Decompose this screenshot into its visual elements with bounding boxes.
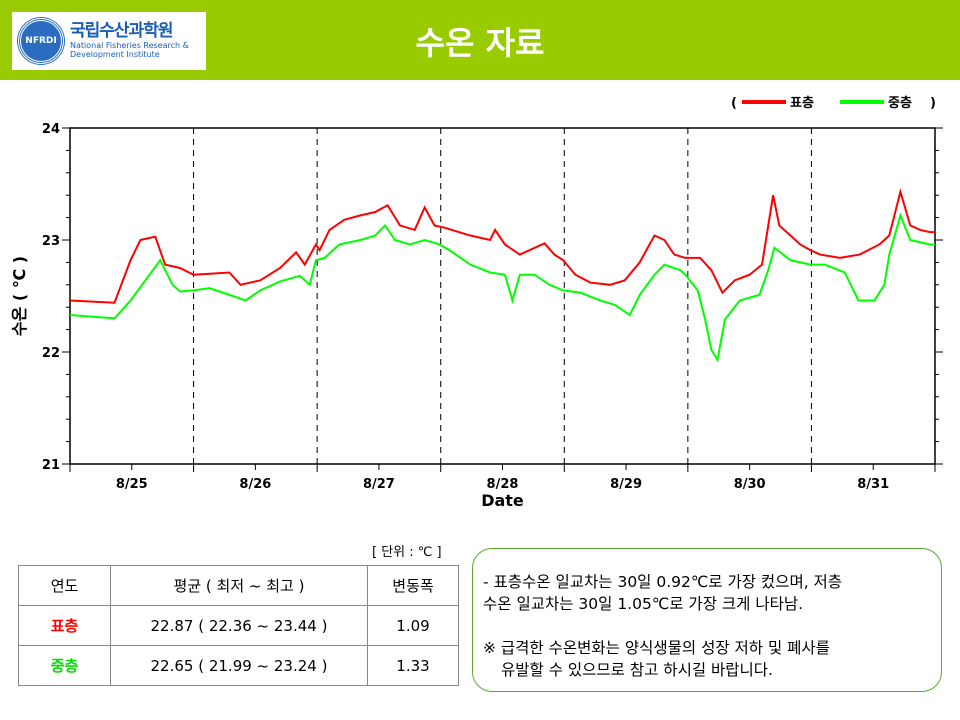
logo-korean: 국립수산과학원 xyxy=(70,20,173,41)
logo-english-1: National Fisheries Research & xyxy=(70,40,189,50)
x-tick-label: 8/26 xyxy=(239,477,271,492)
note-box: - 표층수온 일교차는 30일 0.92℃로 가장 컸으며, 저층 수온 일교차… xyxy=(472,548,942,692)
note-line: ※ 급격한 수온변화는 양식생물의 성장 저하 및 폐사를 xyxy=(483,639,830,657)
series-line-surface xyxy=(69,188,935,304)
table-row: 표층 22.87 ( 22.36 ~ 23.44 ) 1.09 xyxy=(18,605,459,646)
legend-label-middle: 중층 xyxy=(888,95,912,111)
x-tick-label: 8/30 xyxy=(734,477,766,492)
row-label-middle: 중층 xyxy=(18,645,111,686)
header-average: 평균 ( 최저 ~ 최고 ) xyxy=(110,565,368,606)
row-value: 22.87 ( 22.36 ~ 23.44 ) xyxy=(110,605,368,646)
y-tick-label: 23 xyxy=(42,234,60,249)
legend-close: ) xyxy=(930,96,936,111)
unit-label: [ 단위 : ℃ ] xyxy=(372,545,442,560)
note-line: - 표층수온 일교차는 30일 0.92℃로 가장 컸으며, 저층 xyxy=(483,573,843,591)
legend-open: ( xyxy=(731,96,737,111)
water-temperature-chart: 8/25 8/26 8/27 8/28 8/29 8/30 8/31 21 22 23 24 Date… xyxy=(10,95,943,510)
logo-english-2: Development Institute xyxy=(70,49,160,59)
header-range: 변동폭 xyxy=(367,565,459,606)
note-line: 수온 일교차는 30일 1.05℃로 가장 크게 나타남. xyxy=(483,595,804,613)
row-label-surface: 표층 xyxy=(18,605,111,646)
nfrdi-logo: NFRDI 국립수산과학원 National Fisheries Researc… xyxy=(12,12,206,70)
x-axis-label: Date xyxy=(481,491,524,510)
y-axis-label: 수온 ( ℃ ) xyxy=(10,256,29,336)
plot-frame xyxy=(69,127,936,465)
page-title: 수온 자료 xyxy=(415,24,545,62)
seal-icon: NFRDI xyxy=(18,18,64,64)
x-tick-label: 8/31 xyxy=(857,477,889,492)
row-value: 22.65 ( 21.99 ~ 23.24 ) xyxy=(110,645,368,686)
x-tick-label: 8/29 xyxy=(610,477,642,492)
note-line: 유발할 수 있으므로 참고 하시길 바랍니다. xyxy=(501,661,773,679)
series-line-middle xyxy=(69,212,935,363)
header-bar: NFRDI 국립수산과학원 National Fisheries Researc… xyxy=(0,0,960,80)
row-range: 1.33 xyxy=(367,645,459,686)
table-row: 중층 22.65 ( 21.99 ~ 23.24 ) 1.33 xyxy=(18,645,459,686)
x-tick-label: 8/25 xyxy=(116,477,148,492)
y-tick-label: 24 xyxy=(42,122,60,137)
y-tick-label: 22 xyxy=(42,346,60,361)
row-range: 1.09 xyxy=(367,605,459,646)
header-year: 연도 xyxy=(18,565,111,606)
table-header-row: 연도 평균 ( 최저 ~ 최고 ) 변동폭 xyxy=(18,565,459,606)
x-tick-label: 8/27 xyxy=(363,477,395,492)
y-tick-label: 21 xyxy=(42,458,60,473)
legend-label-surface: 표층 xyxy=(790,95,814,111)
x-tick-label: 8/28 xyxy=(487,477,519,492)
stats-table: 연도 평균 ( 최저 ~ 최고 ) 변동폭 표층 22.87 ( 22.36 ~… xyxy=(18,565,459,686)
